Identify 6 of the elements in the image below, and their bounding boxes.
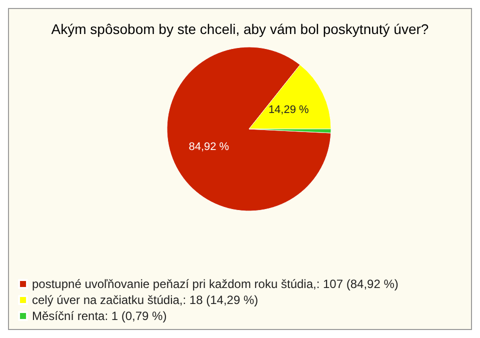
legend-label: celý úver na začiatku štúdia,: 18 (14,29 %) — [32, 293, 258, 307]
chart-title: Akým spôsobom by ste chceli, aby vám bol poskytnutý úver? — [51, 21, 429, 37]
legend-label: postupné uvoľňovanie peňazí pri každom roku štúdia,: 107 (84,92 %) — [32, 277, 398, 291]
data-label: 14,29 % — [268, 104, 310, 116]
legend-label: Měsíční renta: 1 (0,79 %) — [32, 309, 167, 323]
data-label: 84,92 % — [188, 141, 230, 154]
